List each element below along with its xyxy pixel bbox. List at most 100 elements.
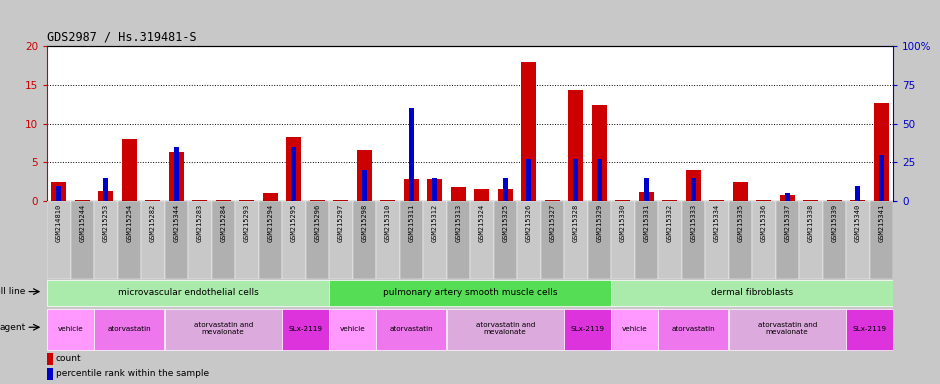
Bar — [544, 200, 560, 201]
Bar — [591, 105, 607, 201]
Bar — [215, 200, 231, 201]
Text: GSM215341: GSM215341 — [878, 204, 885, 242]
Text: GSM215339: GSM215339 — [831, 204, 838, 242]
Bar — [776, 201, 799, 279]
Bar — [847, 309, 893, 350]
Bar — [612, 309, 658, 350]
Bar — [752, 201, 775, 279]
Bar — [470, 201, 494, 279]
Bar — [638, 192, 654, 201]
Bar — [503, 178, 508, 201]
Bar — [309, 200, 325, 201]
Text: GSM215344: GSM215344 — [173, 204, 180, 242]
Bar — [239, 200, 255, 201]
Text: GSM215284: GSM215284 — [220, 204, 227, 242]
Bar — [121, 139, 137, 201]
Text: GSM215254: GSM215254 — [126, 204, 133, 242]
Bar — [685, 170, 701, 201]
Bar — [658, 309, 728, 350]
Text: GSM215298: GSM215298 — [361, 204, 368, 242]
Bar — [164, 201, 188, 279]
Text: GSM215327: GSM215327 — [549, 204, 556, 242]
Text: vehicle: vehicle — [339, 326, 366, 332]
Text: GSM215253: GSM215253 — [102, 204, 109, 242]
Text: pulmonary artery smooth muscle cells: pulmonary artery smooth muscle cells — [383, 288, 557, 297]
Bar — [56, 185, 61, 201]
Bar — [164, 309, 282, 350]
Text: GSM215296: GSM215296 — [314, 204, 321, 242]
Bar — [634, 201, 658, 279]
Bar — [873, 103, 889, 201]
Bar — [47, 368, 54, 380]
Text: GSM215329: GSM215329 — [596, 204, 603, 242]
Bar — [803, 200, 819, 201]
Bar — [282, 201, 306, 279]
Bar — [658, 201, 682, 279]
Bar — [846, 201, 870, 279]
Bar — [103, 178, 108, 201]
Text: GSM215337: GSM215337 — [784, 204, 791, 242]
Text: GSM215330: GSM215330 — [619, 204, 626, 242]
Bar — [74, 200, 90, 201]
Bar — [729, 309, 846, 350]
Bar — [564, 201, 588, 279]
Bar — [291, 147, 296, 201]
Bar — [212, 201, 235, 279]
Text: GSM215313: GSM215313 — [455, 204, 462, 242]
Bar — [870, 201, 893, 279]
Bar — [521, 61, 537, 201]
Bar — [785, 193, 790, 201]
Bar — [756, 200, 772, 201]
Bar — [141, 201, 164, 279]
Text: GSM215335: GSM215335 — [737, 204, 744, 242]
Bar — [691, 178, 696, 201]
Text: GSM215336: GSM215336 — [760, 204, 767, 242]
Bar — [423, 201, 446, 279]
Bar — [779, 195, 795, 201]
Text: SLx-2119: SLx-2119 — [289, 326, 322, 332]
Bar — [446, 201, 470, 279]
Bar — [258, 201, 282, 279]
Bar — [588, 201, 611, 279]
Text: GSM215331: GSM215331 — [643, 204, 650, 242]
Text: SLx-2119: SLx-2119 — [571, 326, 604, 332]
Bar — [526, 159, 531, 201]
Bar — [283, 309, 329, 350]
Text: GSM215283: GSM215283 — [196, 204, 203, 242]
Text: SLx-2119: SLx-2119 — [853, 326, 886, 332]
Text: atorvastatin: atorvastatin — [671, 326, 715, 332]
Text: GSM215326: GSM215326 — [525, 204, 532, 242]
Text: GSM215333: GSM215333 — [690, 204, 697, 242]
Text: vehicle: vehicle — [57, 326, 84, 332]
Bar — [705, 201, 728, 279]
Bar — [70, 201, 94, 279]
Bar — [47, 201, 70, 279]
Bar — [497, 189, 513, 201]
Bar — [329, 201, 352, 279]
Bar — [568, 90, 584, 201]
Bar — [145, 200, 161, 201]
Bar — [474, 189, 490, 201]
Bar — [709, 200, 725, 201]
Bar — [799, 201, 822, 279]
Text: GSM215310: GSM215310 — [384, 204, 391, 242]
Text: GSM215312: GSM215312 — [431, 204, 438, 242]
Bar — [188, 201, 212, 279]
Bar — [329, 309, 375, 350]
Bar — [879, 154, 884, 201]
Bar — [409, 108, 414, 201]
Bar — [450, 187, 466, 201]
Text: GSM215244: GSM215244 — [79, 204, 86, 242]
Text: count: count — [56, 354, 82, 363]
Text: GSM215295: GSM215295 — [290, 204, 297, 242]
Bar — [732, 182, 748, 201]
Bar — [306, 201, 329, 279]
Bar — [356, 150, 372, 201]
Bar — [118, 201, 141, 279]
Bar — [855, 185, 860, 201]
Text: vehicle: vehicle — [621, 326, 648, 332]
Text: GSM215340: GSM215340 — [854, 204, 861, 242]
Bar — [380, 200, 396, 201]
Bar — [376, 201, 399, 279]
Bar — [47, 353, 54, 364]
